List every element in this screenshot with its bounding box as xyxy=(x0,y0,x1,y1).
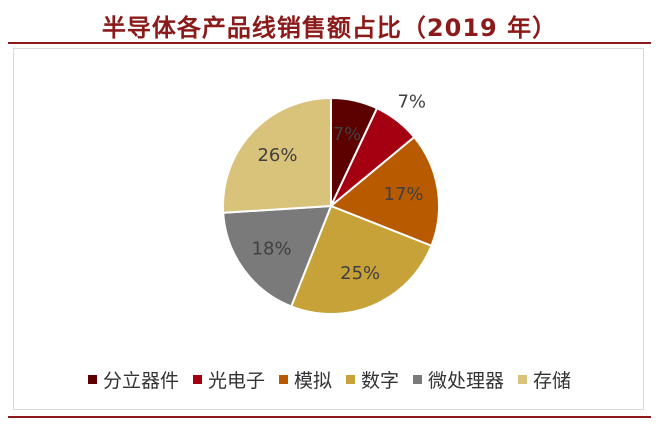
legend-swatch xyxy=(87,375,97,384)
title-divider xyxy=(8,42,651,44)
chart-legend: 分立器件 光电子 模拟 数字 微处理器 存储 xyxy=(0,366,659,393)
slice-label-4: 18% xyxy=(252,239,292,260)
legend-label: 存储 xyxy=(533,370,572,392)
legend-item-5: 存储 xyxy=(518,366,571,393)
legend-label: 微处理器 xyxy=(428,370,505,392)
legend-item-4: 微处理器 xyxy=(413,366,504,393)
chart-title: 半导体各产品线销售额占比（2019 年） xyxy=(101,14,558,42)
legend-label: 数字 xyxy=(361,370,400,392)
legend-swatch xyxy=(192,375,202,384)
legend-label: 模拟 xyxy=(293,370,332,392)
slice-label-5: 26% xyxy=(257,145,297,166)
pie-slice-3 xyxy=(289,204,433,315)
slice-label-3: 25% xyxy=(340,263,380,284)
slice-label-2: 17% xyxy=(384,184,424,205)
legend-item-1: 光电子 xyxy=(192,366,265,393)
bottom-divider xyxy=(8,416,651,418)
legend-item-0: 分立器件 xyxy=(87,366,179,393)
legend-label: 分立器件 xyxy=(102,370,179,392)
pie-slice-5 xyxy=(222,96,332,214)
legend-swatch xyxy=(518,375,528,384)
chart-frame xyxy=(13,48,644,410)
legend-swatch xyxy=(278,375,288,384)
legend-item-2: 模拟 xyxy=(278,366,332,393)
slice-label-0: 7% xyxy=(333,124,362,145)
pie-slice-4 xyxy=(222,204,333,308)
legend-swatch xyxy=(346,375,355,384)
legend-label: 光电子 xyxy=(207,370,265,392)
pie-slice-2 xyxy=(329,135,440,248)
slice-label-1: 7% xyxy=(397,91,426,112)
legend-item-3: 数字 xyxy=(346,366,399,393)
legend-swatch xyxy=(413,375,423,384)
